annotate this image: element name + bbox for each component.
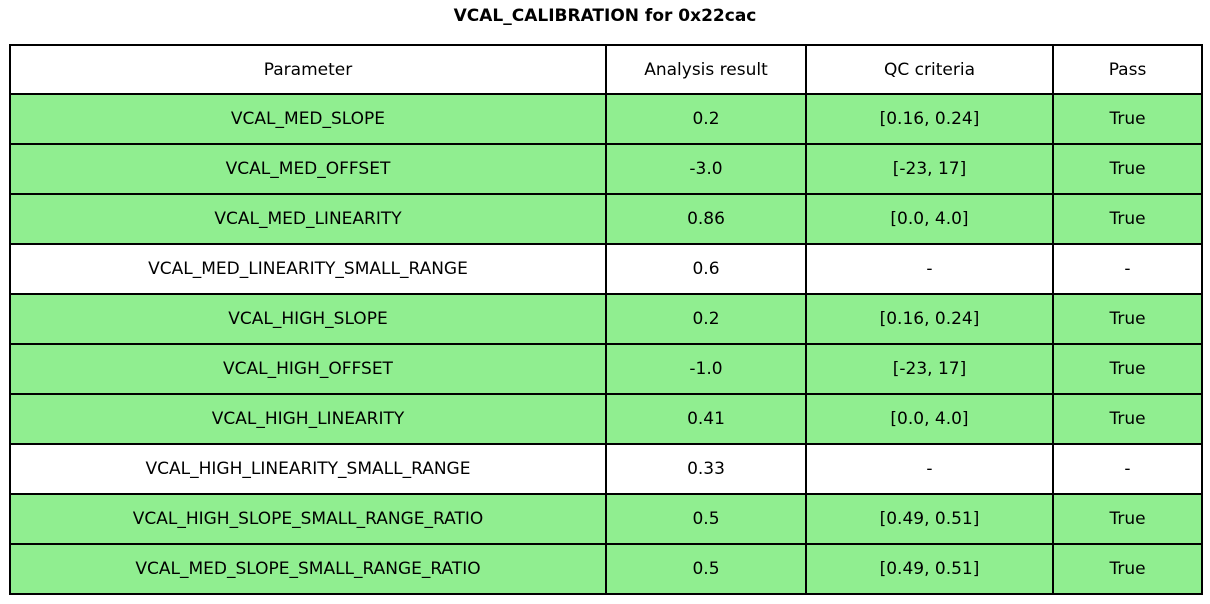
cell-pass: True [1052,143,1203,195]
table-header-row: Parameter Analysis result QC criteria Pa… [9,44,1203,95]
cell-analysis-result: 0.86 [605,193,807,245]
cell-parameter: VCAL_MED_OFFSET [9,143,607,195]
table-row: VCAL_MED_LINEARITY_SMALL_RANGE 0.6 - - [9,243,1203,295]
table-row: VCAL_HIGH_LINEARITY 0.41 [0.0, 4.0] True [9,393,1203,445]
cell-pass: True [1052,543,1203,595]
table-row: VCAL_HIGH_LINEARITY_SMALL_RANGE 0.33 - - [9,443,1203,495]
cell-parameter: VCAL_MED_LINEARITY [9,193,607,245]
cell-parameter: VCAL_HIGH_LINEARITY_SMALL_RANGE [9,443,607,495]
cell-parameter: VCAL_MED_SLOPE [9,93,607,145]
cell-analysis-result: 0.2 [605,293,807,345]
cell-qc-criteria: [-23, 17] [805,143,1054,195]
column-header-pass: Pass [1052,44,1203,95]
cell-pass: - [1052,243,1203,295]
cell-qc-criteria: [-23, 17] [805,343,1054,395]
cell-analysis-result: 0.41 [605,393,807,445]
page-title: VCAL_CALIBRATION for 0x22cac [453,6,757,26]
table-row: VCAL_MED_SLOPE_SMALL_RANGE_RATIO 0.5 [0.… [9,543,1203,595]
table-row: VCAL_HIGH_SLOPE 0.2 [0.16, 0.24] True [9,293,1203,345]
cell-pass: True [1052,193,1203,245]
cell-qc-criteria: [0.49, 0.51] [805,543,1054,595]
cell-pass: True [1052,343,1203,395]
column-header-analysis-result: Analysis result [605,44,807,95]
cell-pass: True [1052,293,1203,345]
cell-parameter: VCAL_MED_LINEARITY_SMALL_RANGE [9,243,607,295]
cell-qc-criteria: - [805,243,1054,295]
cell-analysis-result: 0.33 [605,443,807,495]
cell-pass: True [1052,493,1203,545]
table-row: VCAL_HIGH_OFFSET -1.0 [-23, 17] True [9,343,1203,395]
table-row: VCAL_HIGH_SLOPE_SMALL_RANGE_RATIO 0.5 [0… [9,493,1203,545]
cell-qc-criteria: [0.0, 4.0] [805,193,1054,245]
cell-analysis-result: 0.5 [605,543,807,595]
cell-parameter: VCAL_HIGH_OFFSET [9,343,607,395]
cell-analysis-result: -1.0 [605,343,807,395]
table-row: VCAL_MED_LINEARITY 0.86 [0.0, 4.0] True [9,193,1203,245]
cell-analysis-result: -3.0 [605,143,807,195]
column-header-qc-criteria: QC criteria [805,44,1054,95]
column-header-parameter: Parameter [9,44,607,95]
cell-parameter: VCAL_MED_SLOPE_SMALL_RANGE_RATIO [9,543,607,595]
table-row: VCAL_MED_SLOPE 0.2 [0.16, 0.24] True [9,93,1203,145]
cell-pass: True [1052,93,1203,145]
cell-qc-criteria: [0.16, 0.24] [805,293,1054,345]
cell-parameter: VCAL_HIGH_SLOPE [9,293,607,345]
table-row: VCAL_MED_OFFSET -3.0 [-23, 17] True [9,143,1203,195]
cell-analysis-result: 0.5 [605,493,807,545]
cell-qc-criteria: [0.49, 0.51] [805,493,1054,545]
table-body: VCAL_MED_SLOPE 0.2 [0.16, 0.24] True VCA… [9,93,1203,595]
cell-analysis-result: 0.6 [605,243,807,295]
cell-parameter: VCAL_HIGH_SLOPE_SMALL_RANGE_RATIO [9,493,607,545]
cell-qc-criteria: [0.0, 4.0] [805,393,1054,445]
cell-qc-criteria: - [805,443,1054,495]
cell-pass: - [1052,443,1203,495]
qc-table: Parameter Analysis result QC criteria Pa… [9,44,1203,595]
cell-parameter: VCAL_HIGH_LINEARITY [9,393,607,445]
cell-analysis-result: 0.2 [605,93,807,145]
cell-qc-criteria: [0.16, 0.24] [805,93,1054,145]
cell-pass: True [1052,393,1203,445]
